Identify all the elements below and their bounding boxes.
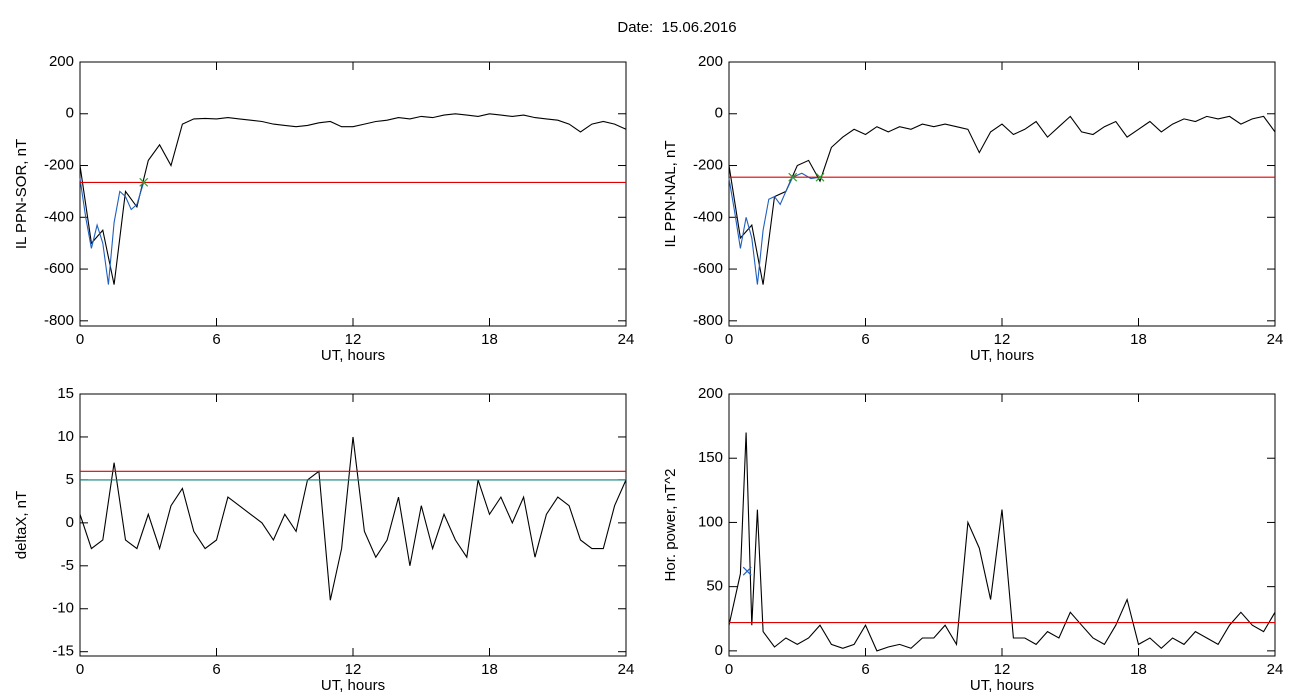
y-tick-label: -800 — [693, 312, 723, 329]
x-axis-label: UT, hours — [321, 677, 385, 694]
series-line — [79, 178, 145, 285]
x-tick-label: 12 — [994, 331, 1011, 348]
y-tick-label: 0 — [715, 642, 723, 659]
x-tick-label: 12 — [994, 661, 1011, 678]
x-tick-label: 18 — [1130, 331, 1147, 348]
x-tick-label: 0 — [725, 661, 733, 678]
x-tick-label: 18 — [481, 661, 498, 678]
marker-stroke — [815, 172, 825, 182]
y-tick-label: -200 — [44, 156, 74, 173]
x-tick-label: 12 — [345, 661, 362, 678]
x-tick-label: 0 — [76, 331, 84, 348]
x-tick-label: 6 — [212, 661, 220, 678]
y-tick-label: -10 — [52, 600, 74, 617]
y-axis-label: Hor. power, nT^2 — [662, 469, 679, 582]
y-tick-label: 0 — [66, 105, 74, 122]
y-tick-label: 50 — [706, 578, 723, 595]
marker — [788, 172, 798, 182]
marker — [815, 172, 825, 182]
y-tick-label: -400 — [693, 208, 723, 225]
y-tick-label: -5 — [61, 557, 74, 574]
marker-stroke — [139, 177, 149, 187]
marker-stroke — [788, 172, 798, 182]
series-line — [728, 432, 1276, 652]
y-axis-label: IL PPN-NAL, nT — [662, 141, 679, 248]
y-tick-label: 5 — [66, 471, 74, 488]
x-tick-label: 0 — [725, 331, 733, 348]
y-tick-label: 200 — [698, 385, 723, 402]
x-tick-label: 24 — [1267, 661, 1284, 678]
x-tick-label: 18 — [1130, 661, 1147, 678]
y-tick-label: -400 — [44, 208, 74, 225]
marker — [742, 566, 752, 576]
y-tick-label: 200 — [698, 53, 723, 70]
x-tick-label: 24 — [618, 331, 635, 348]
x-axis-label: UT, hours — [321, 347, 385, 364]
x-axis-label: UT, hours — [970, 347, 1034, 364]
y-tick-label: -600 — [693, 260, 723, 277]
x-axis-label: UT, hours — [970, 677, 1034, 694]
x-tick-label: 12 — [345, 331, 362, 348]
y-tick-label: 100 — [698, 513, 723, 530]
series-line — [728, 172, 821, 285]
y-tick-label: -15 — [52, 643, 74, 660]
page-title: Date: 15.06.2016 — [617, 19, 736, 36]
x-tick-label: 18 — [481, 331, 498, 348]
x-tick-label: 6 — [861, 331, 869, 348]
x-tick-label: 6 — [861, 661, 869, 678]
y-tick-label: 15 — [57, 385, 74, 402]
y-tick-label: -800 — [44, 312, 74, 329]
y-tick-label: 150 — [698, 449, 723, 466]
series-line — [79, 113, 627, 285]
x-tick-label: 24 — [618, 661, 635, 678]
y-tick-label: 0 — [715, 105, 723, 122]
x-tick-label: 6 — [212, 331, 220, 348]
y-axis-label: deltaX, nT — [13, 491, 30, 559]
x-tick-label: 0 — [76, 661, 84, 678]
y-tick-label: 200 — [49, 53, 74, 70]
series-line — [728, 115, 1276, 285]
y-tick-label: 0 — [66, 514, 74, 531]
x-tick-label: 24 — [1267, 331, 1284, 348]
y-axis-label: IL PPN-SOR, nT — [13, 139, 30, 249]
y-tick-label: 10 — [57, 428, 74, 445]
marker-stroke — [742, 566, 752, 576]
series-line — [79, 436, 627, 601]
marker — [139, 177, 149, 187]
y-tick-label: -600 — [44, 260, 74, 277]
y-tick-label: -200 — [693, 156, 723, 173]
